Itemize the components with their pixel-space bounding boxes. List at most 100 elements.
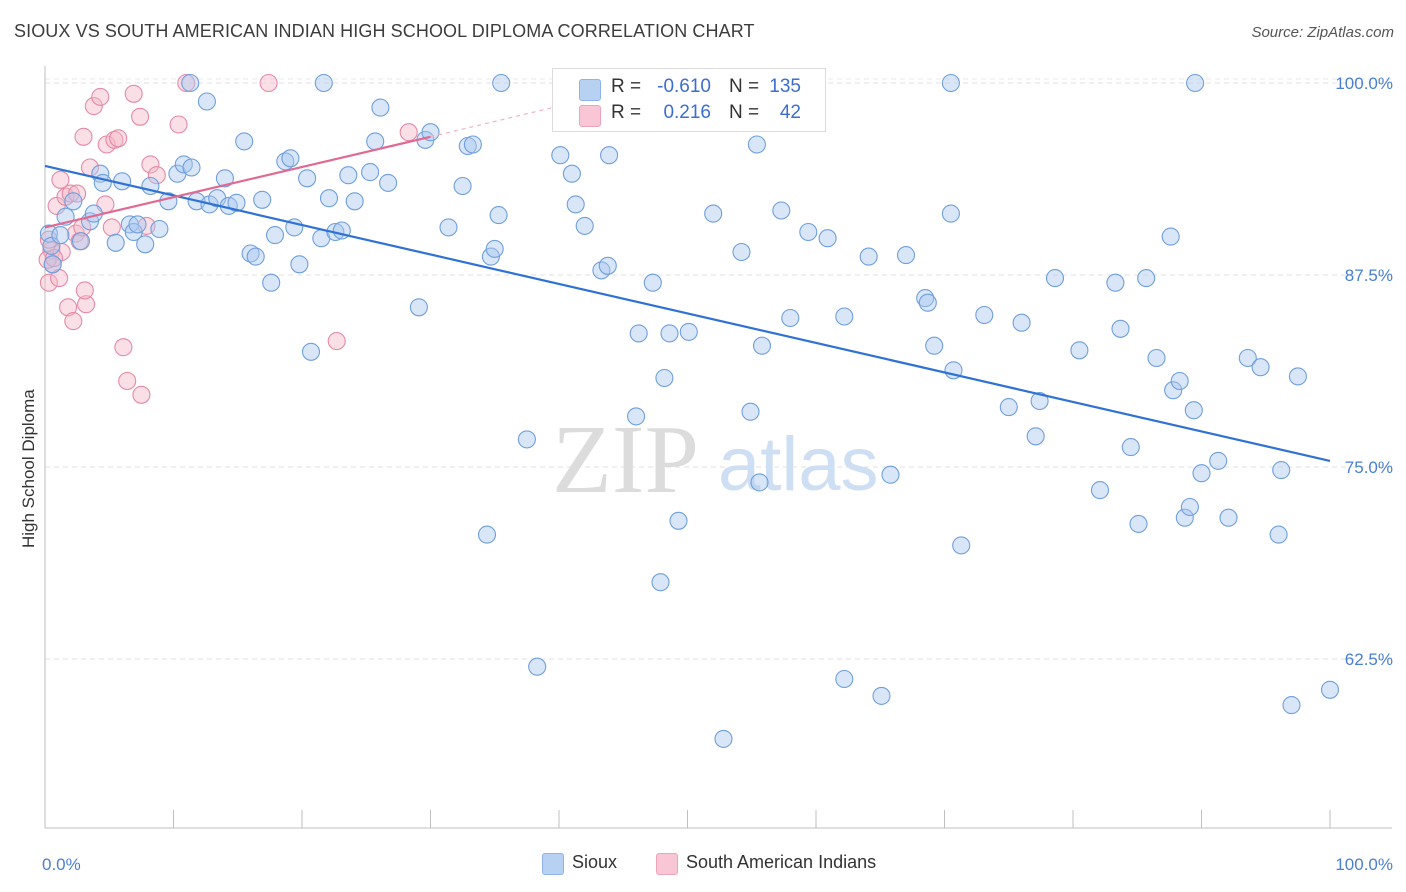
sioux-point bbox=[1137, 269, 1156, 288]
sioux-point bbox=[314, 73, 333, 93]
sai-point bbox=[59, 298, 78, 317]
sai-point bbox=[259, 73, 278, 93]
sioux-point bbox=[262, 273, 281, 292]
sioux-point bbox=[999, 398, 1018, 417]
sioux-point bbox=[235, 132, 254, 151]
sioux-point bbox=[941, 73, 960, 93]
sioux-point bbox=[747, 135, 766, 154]
chart-title: SIOUX VS SOUTH AMERICAN INDIAN HIGH SCHO… bbox=[14, 21, 755, 41]
sioux-point bbox=[492, 73, 511, 93]
sioux-point bbox=[1026, 427, 1045, 446]
sioux-point bbox=[627, 407, 646, 426]
sioux-point bbox=[752, 336, 772, 355]
sioux-r-value: -0.610 bbox=[657, 76, 711, 97]
watermark-zip: ZIP bbox=[552, 406, 699, 514]
sai-point bbox=[74, 127, 93, 146]
sioux-point bbox=[319, 189, 339, 208]
sai-point bbox=[399, 123, 418, 142]
sioux-point bbox=[64, 192, 83, 211]
sioux-point bbox=[669, 511, 688, 530]
series-sioux bbox=[39, 73, 1340, 748]
sioux-point bbox=[246, 247, 265, 266]
tick-labels: 100.0% 87.5% 75.0% 62.5% 0.0% 100.0% bbox=[42, 74, 1393, 874]
sai-point bbox=[102, 218, 121, 237]
sioux-point bbox=[106, 233, 125, 252]
sioux-point bbox=[150, 219, 169, 239]
sioux-point bbox=[1282, 696, 1301, 715]
sai-point bbox=[39, 273, 58, 292]
stats-legend: R = -0.610 N = 135 R = 0.216 N = 42 bbox=[552, 68, 826, 132]
sioux-point bbox=[439, 218, 458, 237]
sioux-point bbox=[463, 135, 482, 154]
series-south-american-indians bbox=[38, 73, 418, 404]
sioux-point bbox=[872, 686, 891, 705]
sioux-point bbox=[1129, 514, 1148, 533]
sioux-point bbox=[732, 242, 751, 262]
sai-r-value: 0.216 bbox=[663, 102, 711, 123]
sioux-point bbox=[517, 430, 536, 449]
sioux-point bbox=[660, 324, 679, 343]
sioux-point bbox=[750, 473, 769, 492]
sioux-point bbox=[136, 235, 155, 254]
sioux-point bbox=[1186, 73, 1205, 93]
sioux-point bbox=[592, 261, 611, 280]
sioux-point bbox=[477, 525, 497, 544]
sioux-point bbox=[859, 247, 878, 266]
sai-point bbox=[91, 87, 110, 106]
sioux-trend-line bbox=[44, 164, 1331, 462]
sioux-point bbox=[835, 669, 854, 689]
sioux-point bbox=[1192, 464, 1211, 483]
y-axis-label: High School Diploma bbox=[19, 389, 38, 548]
sioux-point bbox=[345, 192, 364, 211]
sioux-point bbox=[281, 149, 300, 168]
sioux-point bbox=[1219, 508, 1238, 527]
sioux-point bbox=[182, 158, 201, 177]
sai-point bbox=[114, 338, 133, 357]
watermark: ZIP atlas bbox=[552, 406, 879, 514]
sai-point bbox=[64, 312, 83, 331]
sioux-n-label: N = bbox=[729, 76, 760, 97]
sioux-point bbox=[941, 204, 960, 223]
sioux-point bbox=[975, 305, 994, 325]
sioux-point bbox=[421, 123, 440, 142]
y-tick-label-0: 100.0% bbox=[1335, 74, 1393, 93]
sioux-point bbox=[818, 229, 837, 248]
sioux-point bbox=[1272, 461, 1291, 480]
sioux-point bbox=[215, 169, 234, 188]
sioux-point bbox=[781, 308, 800, 328]
sioux-point bbox=[71, 232, 91, 251]
sai-legend-swatch bbox=[656, 853, 678, 875]
x-tick-label-1: 100.0% bbox=[1335, 855, 1393, 874]
axes bbox=[44, 66, 1392, 829]
sioux-point bbox=[1180, 497, 1199, 517]
sioux-point bbox=[361, 163, 380, 182]
sioux-point bbox=[181, 73, 200, 93]
sai-trend-line bbox=[44, 135, 431, 229]
sai-point bbox=[169, 115, 188, 134]
sai-n-value: 42 bbox=[779, 102, 801, 123]
source-label: Source: ZipAtlas.com bbox=[1251, 24, 1394, 41]
sioux-point bbox=[253, 190, 272, 209]
sioux-point bbox=[881, 465, 900, 484]
sai-point bbox=[118, 371, 137, 391]
sioux-point bbox=[290, 255, 309, 274]
sioux-point bbox=[1251, 358, 1270, 377]
sioux-r-label: R = bbox=[611, 76, 642, 97]
sioux-point bbox=[528, 657, 547, 676]
sai-legend-label: South American Indians bbox=[686, 852, 877, 872]
sioux-point bbox=[241, 244, 260, 263]
sioux-point bbox=[835, 307, 854, 326]
x-tick-label-0: 0.0% bbox=[42, 855, 81, 874]
sai-point bbox=[132, 385, 151, 404]
sai-point bbox=[75, 281, 94, 300]
sioux-point bbox=[741, 402, 760, 421]
sioux-point bbox=[1030, 391, 1049, 411]
sioux-point bbox=[566, 195, 585, 214]
sioux-point bbox=[1147, 348, 1166, 368]
sioux-point bbox=[918, 293, 937, 312]
grid-lines bbox=[45, 78, 1392, 660]
sioux-point bbox=[265, 226, 285, 245]
sioux-point bbox=[952, 536, 971, 555]
sioux-point bbox=[799, 222, 818, 242]
